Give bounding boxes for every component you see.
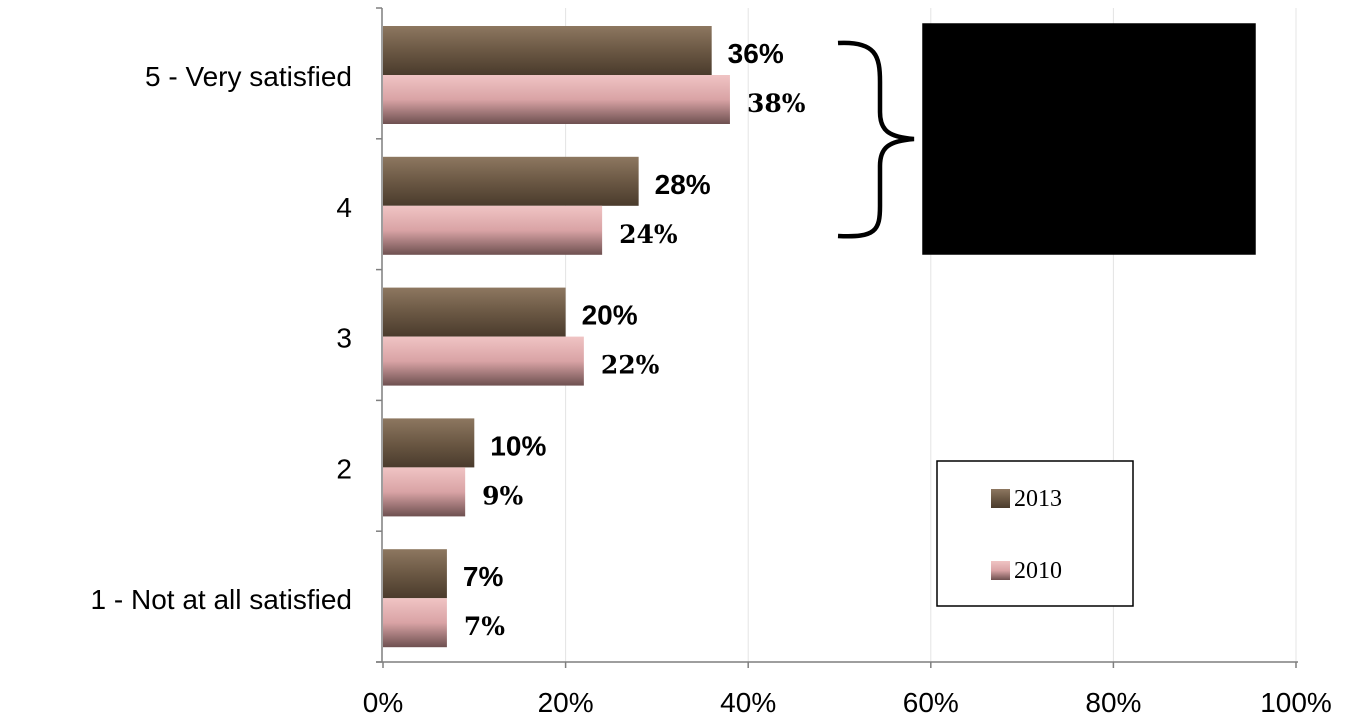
bar-2010	[383, 336, 584, 386]
summary-box: Satisfied 2013 – 64% 2010 - 62%	[922, 23, 1256, 255]
summary-box-title: Satisfied	[1028, 50, 1151, 86]
x-tick-label: 20%	[538, 687, 594, 718]
data-label-2010: 38%	[747, 89, 806, 118]
data-label-2013: 7%	[463, 561, 504, 592]
category-label: 1 - Not at all satisfied	[91, 584, 352, 615]
data-label-2013: 10%	[490, 430, 546, 461]
summary-box-background	[922, 23, 1256, 255]
category-label: 3	[336, 323, 352, 354]
data-label-2010: 24%	[619, 220, 678, 249]
x-tick-label: 100%	[1260, 687, 1332, 718]
legend-swatch-2013	[991, 489, 1010, 508]
legend: 2013 2010	[936, 460, 1134, 607]
category-label: 2	[336, 453, 352, 484]
y-axis-ticks	[376, 7, 382, 663]
data-label-2010: 7%	[464, 612, 505, 641]
bar-2010	[383, 75, 730, 124]
legend-box	[936, 460, 1134, 607]
data-label-2010: 9%	[482, 481, 523, 510]
x-axis-tick-labels: 0% 20% 40% 60% 80% 100%	[363, 687, 1332, 718]
bar-2013	[383, 418, 475, 468]
bar-2013	[383, 549, 447, 599]
bar-2010	[383, 467, 466, 517]
bar-2013	[383, 26, 712, 75]
brace-icon	[837, 40, 915, 239]
x-tick-label: 60%	[903, 687, 959, 718]
category-labels: 5 - Very satisfied 4 3 2 1 - Not at all sati…	[91, 61, 352, 615]
bar-2013	[383, 287, 566, 337]
data-label-2010: 22%	[601, 351, 660, 380]
x-tick-label: 40%	[720, 687, 776, 718]
bar-2010	[383, 598, 447, 648]
data-label-2013: 20%	[582, 300, 638, 331]
legend-label-2010: 2010	[1014, 558, 1062, 584]
bar-2013	[383, 156, 639, 206]
category-label: 4	[336, 192, 352, 223]
x-tick-label: 80%	[1085, 687, 1141, 718]
data-label-2013: 36%	[728, 38, 784, 69]
legend-label-2013: 2013	[1014, 486, 1062, 512]
bar-2010	[383, 205, 603, 255]
legend-swatch-2010	[991, 561, 1010, 580]
summary-box-line2: 2010 - 62%	[1007, 201, 1171, 237]
category-label: 5 - Very satisfied	[145, 61, 352, 92]
bars	[383, 26, 730, 648]
summary-box-line1: 2013 – 64%	[1004, 131, 1175, 167]
data-label-2013: 28%	[655, 169, 711, 200]
data-labels: 36% 38% 28% 24% 20% 22% 10% 9% 7% 7%	[463, 38, 806, 641]
x-tick-label: 0%	[363, 687, 403, 718]
